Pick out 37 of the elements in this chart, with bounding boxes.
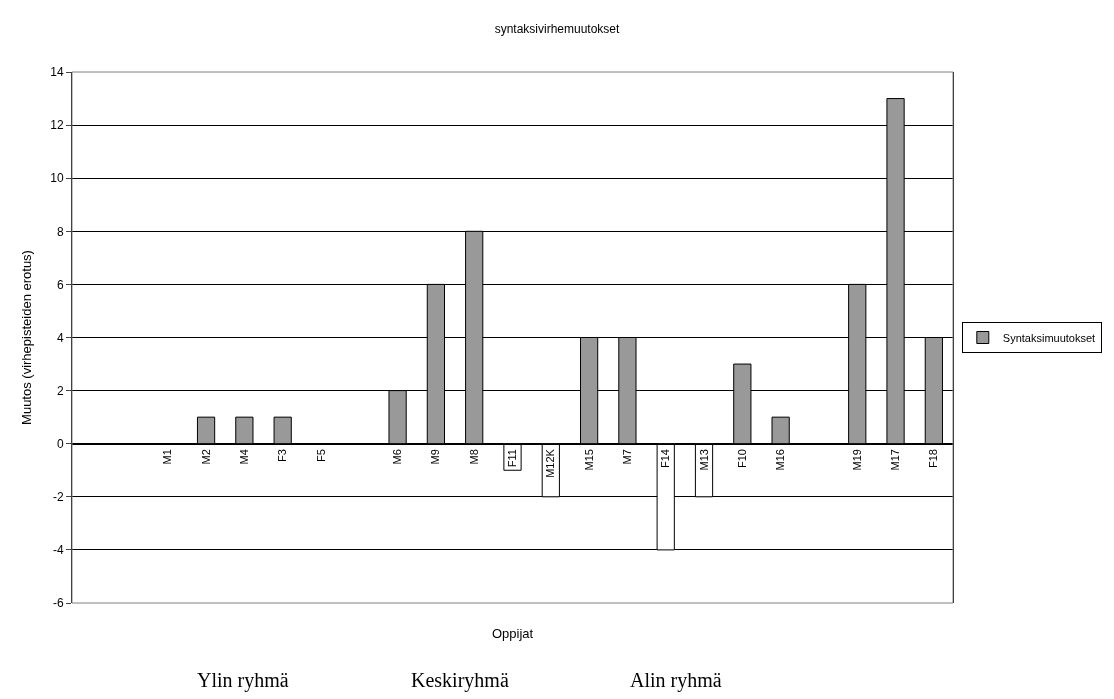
y-tick-label: 8 [56,224,64,239]
chart-title: syntaksivirhemuutokset [494,21,621,36]
text: Keskiryhmä [411,669,509,692]
x-tick-label: M6 [391,449,404,465]
x-tick-label: F18 [927,449,940,469]
x-tick-label: M4 [237,449,250,465]
x-tick-label: F10 [735,449,748,469]
x-tick-label: M17 [889,449,902,471]
x-tick-label: M7 [620,449,633,465]
y-tick-label: 14 [50,65,64,80]
x-tick-label: F14 [659,449,672,469]
x-tick-label: M13 [697,449,710,471]
x-tick-label: M9 [429,449,442,465]
text: Alin ryhmä [630,669,722,692]
y-tick-label: 0 [56,436,64,451]
y-tick-label: 10 [50,171,64,186]
y-axis-title: Muutos (virhepisteiden erotus) [19,250,35,425]
y-tick-label: -6 [52,596,64,611]
x-tick-label: M15 [582,449,595,471]
x-tick-label: F11 [506,449,519,468]
x-tick-label: M1 [161,449,174,465]
x-tick-label: M2 [199,449,212,465]
y-tick-label: -2 [52,490,64,504]
text: Ylin ryhmä [197,669,289,692]
x-tick-label: M12K [544,448,557,478]
x-tick-label: F3 [276,449,289,462]
y-tick-label: 6 [56,277,64,292]
x-tick-label: M16 [774,449,787,471]
x-axis-title: Oppijat [492,626,534,641]
x-tick-label: F5 [314,449,327,462]
y-tick-label: 2 [56,383,64,398]
legend-label: Syntaksimuutokset [1002,331,1096,344]
y-tick-label: 4 [56,330,64,345]
x-tick-label: M8 [467,449,480,465]
y-tick-label: 12 [50,118,64,133]
x-tick-label: M19 [850,449,863,471]
y-tick-label: -4 [52,543,64,558]
